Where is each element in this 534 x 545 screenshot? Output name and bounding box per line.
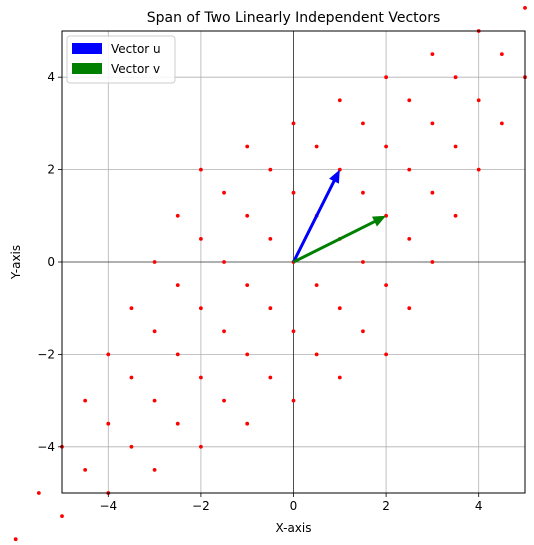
span-point [175,283,180,287]
span-point [199,375,203,380]
span-point [245,144,250,149]
span-point [152,329,157,334]
span-point [245,213,250,218]
span-point [175,421,180,426]
chart-title: Span of Two Linearly Independent Vectors [147,10,441,26]
span-point [199,167,203,172]
span-point [291,190,296,195]
span-point [152,398,157,403]
span-point [245,421,250,426]
x-tick-label: −2 [192,499,210,513]
span-point [499,121,504,126]
span-point [222,190,226,195]
span-point [453,213,458,218]
span-point [129,375,134,380]
span-point [314,352,319,357]
vectors [292,169,387,264]
span-point [222,260,226,264]
span-point [106,421,111,426]
span-point [199,444,203,449]
span-point [60,514,64,518]
span-point [337,306,342,311]
span-point [291,329,296,334]
span-point [361,329,365,334]
span-point [337,98,342,103]
x-tick-label: −4 [99,499,117,513]
span-point [430,190,435,195]
legend-label: Vector u [111,42,161,56]
span-point [476,167,481,172]
span-point [384,144,388,149]
span-point [337,375,342,380]
legend-swatch [72,63,102,74]
vector-arrow-v [292,215,387,264]
span-point [175,213,180,218]
span-point [13,537,18,542]
y-tick-label: −2 [37,347,55,361]
span-point [430,121,435,126]
span-point [407,98,412,103]
x-tick-label: 0 [290,499,298,513]
span-points [13,6,527,542]
span-point [291,398,296,403]
span-point [453,75,458,80]
span-point [129,444,134,449]
span-point [384,283,388,287]
span-point [106,352,111,357]
span-point [384,352,388,357]
legend-swatch [72,43,102,54]
x-tick-label: 2 [382,499,390,513]
span-point [245,283,250,287]
span-point [222,329,226,334]
span-point [407,237,412,241]
span-point [199,237,203,241]
y-tick-label: −4 [37,440,55,454]
y-tick-label: 4 [47,70,55,84]
span-point [407,167,412,172]
span-point [152,260,157,264]
span-point [83,398,88,403]
legend: Vector u Vector v [66,35,176,84]
span-point [430,260,435,264]
span-point [36,491,41,495]
span-point [175,352,180,357]
x-tick-label: 4 [475,499,483,513]
span-point [222,398,226,403]
span-point [268,306,273,311]
vector-shaft [292,179,336,263]
span-point [453,144,458,149]
vector-head [329,169,340,184]
span-point [476,98,481,103]
span-point [245,352,250,357]
span-point [430,52,435,56]
span-point [499,52,504,56]
span-point [268,237,273,241]
span-point [384,75,388,80]
ticks: −4 −2 0 2 4 −4 −2 0 2 4 [37,70,482,513]
vector-head [372,215,387,227]
span-point [314,144,319,149]
vector-shaft [292,219,377,264]
span-point [523,6,527,10]
span-point [129,306,134,311]
span-point [291,121,296,126]
span-point [268,167,273,172]
legend-label: Vector v [111,62,160,76]
vector-arrow-u [292,169,340,263]
y-tick-label: 0 [47,255,55,269]
span-point [361,260,365,264]
y-tick-label: 2 [47,163,55,177]
span-point [314,283,319,287]
y-axis-label: Y-axis [9,245,23,280]
span-point [268,375,273,380]
span-point [83,468,88,472]
x-axis-label: X-axis [276,521,312,535]
span-point [199,306,203,311]
span-point [361,190,365,195]
span-point [152,468,157,472]
span-point [407,306,412,311]
span-point [361,121,365,126]
